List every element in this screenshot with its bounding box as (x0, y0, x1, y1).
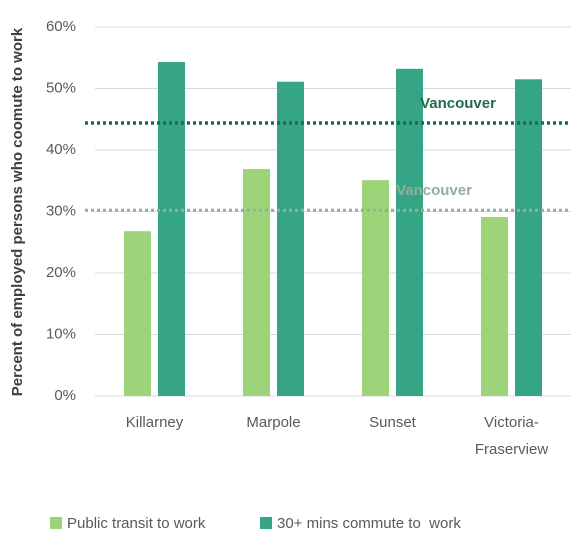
bar (515, 79, 542, 397)
bar (362, 180, 389, 396)
reference-label: Vancouver (396, 182, 472, 199)
x-tick-label: Killarney (126, 414, 184, 431)
y-tick-label: 10% (46, 325, 76, 342)
legend-swatch (50, 517, 62, 529)
bar (158, 62, 185, 397)
y-tick-label: 0% (54, 387, 76, 404)
legend-swatch (260, 517, 272, 529)
reference-label: Vancouver (420, 95, 496, 112)
y-tick-label: 40% (46, 141, 76, 158)
bar (481, 217, 508, 396)
x-tick-label-line: Victoria- (484, 414, 539, 431)
bar (124, 231, 151, 396)
bar (243, 169, 270, 396)
x-tick-label: Sunset (369, 414, 417, 431)
x-tick-label-line: Fraserview (475, 441, 549, 458)
legend-label: 30+ mins commute to work (277, 515, 461, 532)
bar (396, 68, 423, 396)
y-tick-label: 20% (46, 264, 76, 281)
y-axis-title: Percent of employed persons who coomute … (9, 27, 26, 396)
y-tick-label: 30% (46, 202, 76, 219)
x-tick-label: Victoria- Fraserview (475, 414, 549, 458)
bar (277, 81, 304, 397)
legend-label: Public transit to work (67, 515, 206, 532)
y-tick-label: 50% (46, 79, 76, 96)
x-tick-label: Marpole (246, 414, 300, 431)
y-tick-label: 60% (46, 18, 76, 35)
